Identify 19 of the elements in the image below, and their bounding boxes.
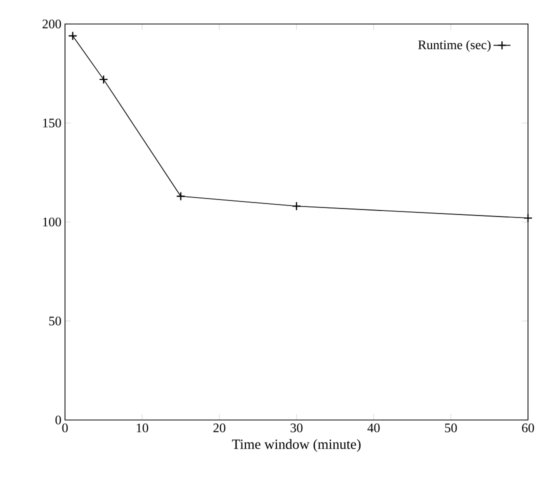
y-tick-label: 0 xyxy=(55,416,61,424)
point xyxy=(68,31,78,40)
legend-label: Runtime (sec) xyxy=(418,40,491,52)
point xyxy=(98,74,108,84)
y-tick-label: 150 xyxy=(43,118,61,128)
point xyxy=(523,213,533,223)
x-tick-label: 0 xyxy=(62,424,68,432)
x-tick-label: 40 xyxy=(367,424,380,432)
y-tick-label: 50 xyxy=(49,316,61,326)
y-tick-label: 100 xyxy=(43,218,61,226)
point xyxy=(176,192,186,201)
x-tick-label: 50 xyxy=(445,424,457,432)
x-tick-label: 10 xyxy=(136,424,148,432)
x-tick-label: 30 xyxy=(290,424,302,432)
x-axis-title: Time window (minute) xyxy=(232,439,361,452)
x-tick-label: 60 xyxy=(522,424,534,432)
y-tick-label: 200 xyxy=(42,20,61,28)
x-tick-label: 20 xyxy=(213,424,226,432)
point xyxy=(292,202,302,211)
